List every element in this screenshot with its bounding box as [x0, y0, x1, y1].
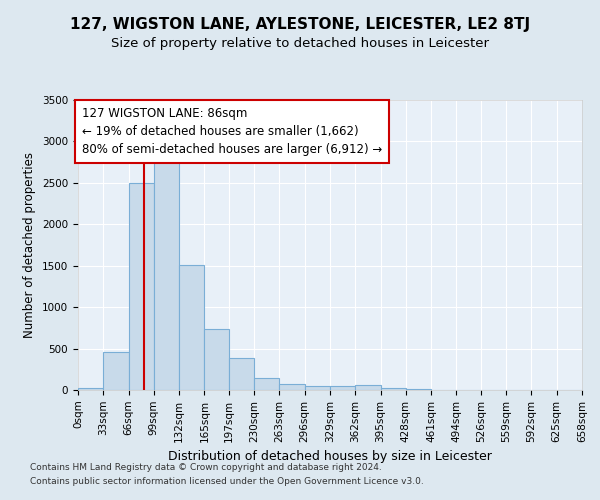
- Bar: [280, 384, 305, 390]
- Bar: [254, 378, 280, 390]
- Bar: [305, 386, 330, 390]
- Bar: [205, 328, 229, 390]
- Text: Contains HM Land Registry data © Crown copyright and database right 2024.: Contains HM Land Registry data © Crown c…: [30, 464, 382, 472]
- Bar: [355, 386, 380, 390]
- Bar: [330, 386, 355, 390]
- Bar: [179, 265, 205, 390]
- Text: 127, WIGSTON LANE, AYLESTONE, LEICESTER, LE2 8TJ: 127, WIGSTON LANE, AYLESTONE, LEICESTER,…: [70, 18, 530, 32]
- Y-axis label: Number of detached properties: Number of detached properties: [23, 152, 37, 338]
- X-axis label: Distribution of detached houses by size in Leicester: Distribution of detached houses by size …: [168, 450, 492, 463]
- Bar: [103, 352, 128, 390]
- Bar: [154, 156, 179, 390]
- Text: Size of property relative to detached houses in Leicester: Size of property relative to detached ho…: [111, 38, 489, 51]
- Bar: [380, 388, 406, 390]
- Bar: [406, 389, 431, 390]
- Text: 127 WIGSTON LANE: 86sqm
← 19% of detached houses are smaller (1,662)
80% of semi: 127 WIGSTON LANE: 86sqm ← 19% of detache…: [82, 106, 382, 156]
- Bar: [78, 388, 103, 390]
- Bar: [128, 183, 154, 390]
- Text: Contains public sector information licensed under the Open Government Licence v3: Contains public sector information licen…: [30, 477, 424, 486]
- Bar: [229, 358, 254, 390]
